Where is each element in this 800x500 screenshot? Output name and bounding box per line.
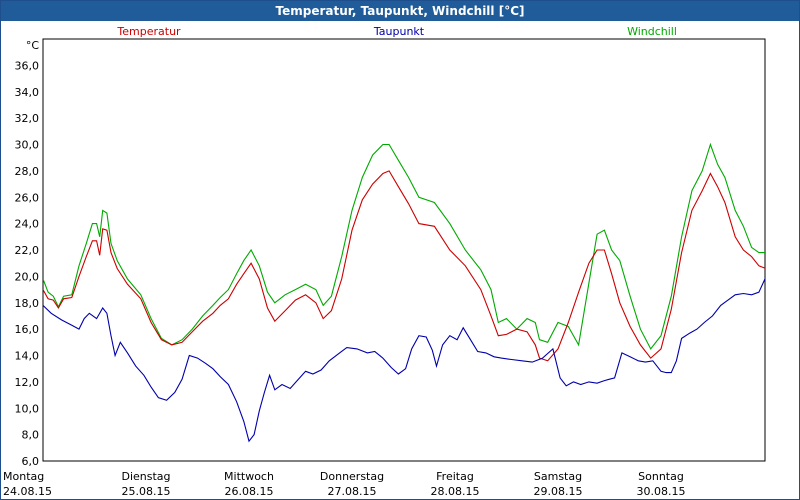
- chart-title: Temperatur, Taupunkt, Windchill [°C]: [1, 1, 799, 21]
- x-tick-date: 25.08.15: [122, 485, 171, 498]
- x-tick-day: Dienstag: [121, 470, 170, 483]
- y-tick-label: 36,0: [15, 59, 40, 72]
- y-tick-label: 16,0: [15, 323, 40, 336]
- x-tick-date: 27.08.15: [328, 485, 377, 498]
- x-tick-date: 28.08.15: [431, 485, 480, 498]
- x-tick-day: Donnerstag: [320, 470, 384, 483]
- y-tick-label: 20,0: [15, 270, 40, 283]
- x-tick-date: 24.08.15: [3, 485, 52, 498]
- axes: [42, 38, 766, 462]
- legend: Temperatur Taupunkt Windchill: [116, 25, 677, 38]
- y-tick-label: 18,0: [15, 297, 40, 310]
- y-tick-label: 34,0: [15, 86, 40, 99]
- series-line-temperatur: [43, 170, 765, 362]
- x-tick-day: Samstag: [534, 470, 582, 483]
- y-tick-label: 10,0: [15, 402, 40, 415]
- y-tick-label: 22,0: [15, 244, 40, 257]
- legend-windchill: Windchill: [627, 25, 677, 38]
- y-tick-label: 8,0: [22, 429, 40, 442]
- y-tick-label: 12,0: [15, 376, 40, 389]
- x-tick-date: 30.08.15: [637, 485, 686, 498]
- series-line-taupunkt: [43, 277, 765, 443]
- y-tick-label: 32,0: [15, 112, 40, 125]
- y-tick-label: 14,0: [15, 350, 40, 363]
- x-tick-date: 29.08.15: [534, 485, 583, 498]
- legend-taupunkt: Taupunkt: [373, 25, 425, 38]
- y-tick-label: 6,0: [22, 455, 40, 468]
- legend-temperatur: Temperatur: [116, 25, 181, 38]
- x-tick-day: Sonntag: [638, 470, 684, 483]
- x-tick-day: Montag: [3, 470, 44, 483]
- series-line-windchill: [43, 142, 765, 350]
- y-tick-label: 30,0: [15, 139, 40, 152]
- y-tick-label: 28,0: [15, 165, 40, 178]
- y-tick-label: 26,0: [15, 191, 40, 204]
- y-axis-label: °C: [26, 39, 40, 52]
- plot-area: [42, 38, 766, 462]
- tick-labels: 6,0 8,0 10,0 12,0 14,0 16,0 18,0 20,0 22,0 24,0 26…: [3, 39, 685, 498]
- x-tick-day: Mittwoch: [224, 470, 274, 483]
- x-tick-date: 26.08.15: [225, 485, 274, 498]
- y-tick-label: 24,0: [15, 218, 40, 231]
- x-tick-day: Freitag: [436, 470, 474, 483]
- series-lines: [43, 142, 765, 443]
